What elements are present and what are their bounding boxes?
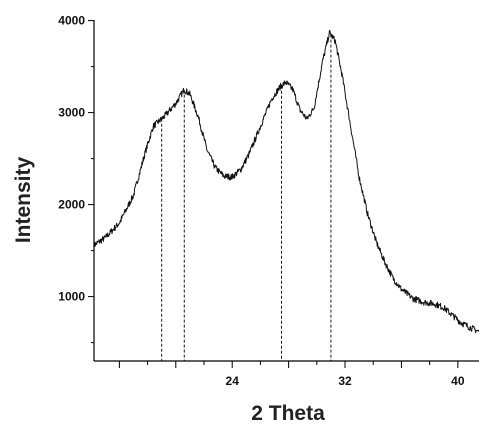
plot-area (93, 29, 479, 334)
y-tick-label: 1000 (58, 290, 85, 304)
x-axis-title: 2 Theta (251, 402, 325, 425)
x-tick-label: 40 (451, 374, 465, 388)
peak-marker-lines (161, 34, 332, 361)
y-tick-label: 3000 (58, 106, 85, 120)
series-line (93, 29, 479, 334)
x-tick-label: 32 (338, 374, 352, 388)
y-axis-title: Intensity (12, 157, 35, 244)
axes: 1000 2000 3000 4000 24 32 40 (58, 14, 479, 388)
x-tick-label: 24 (226, 374, 240, 388)
y-tick-label: 4000 (58, 14, 85, 28)
y-tick-label: 2000 (58, 198, 85, 212)
